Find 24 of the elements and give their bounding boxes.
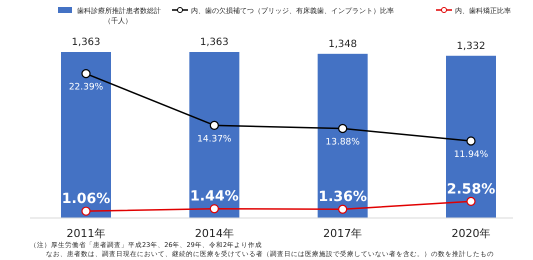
- point: [338, 204, 348, 214]
- data-label: 1,363: [200, 37, 229, 48]
- x-tick-label: 2014年: [194, 227, 234, 240]
- data-label: 11.94%: [454, 150, 489, 160]
- point: [210, 120, 219, 130]
- point: [81, 206, 91, 216]
- point: [338, 124, 348, 134]
- data-label: 14.37%: [197, 134, 232, 144]
- x-tick-label: 2020年: [452, 227, 490, 240]
- point: [210, 204, 219, 214]
- data-label: 13.88%: [326, 138, 360, 148]
- x-tick-label: 2017年: [323, 227, 362, 240]
- data-label: 1.44%: [190, 188, 239, 205]
- data-label: 1.36%: [318, 189, 367, 206]
- data-label: 1,332: [456, 40, 486, 52]
- point: [81, 69, 91, 78]
- data-label: 1.06%: [62, 191, 110, 208]
- point: [466, 196, 476, 206]
- point: [466, 136, 476, 146]
- x-tick-label: 2011年: [66, 227, 106, 240]
- data-label: 22.39%: [68, 82, 104, 93]
- data-label: 2.58%: [446, 181, 496, 198]
- data-label: 1,348: [328, 38, 357, 50]
- data-label: 1,363: [72, 37, 100, 48]
